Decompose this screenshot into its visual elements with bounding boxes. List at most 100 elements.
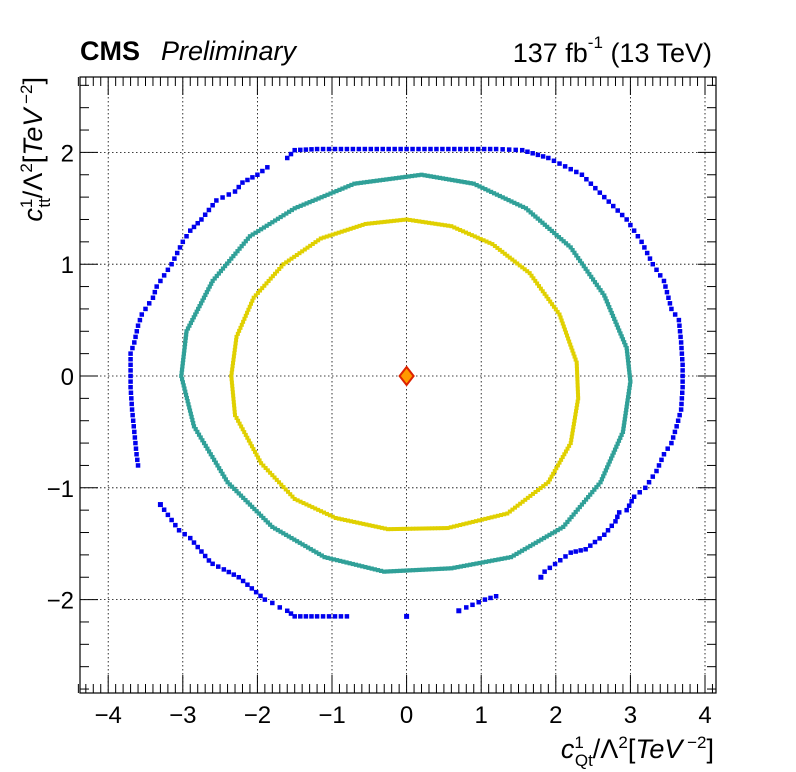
contour-point [281,262,286,267]
contour-point [575,376,580,381]
y-tick-label: 2 [61,140,74,167]
contour-point [222,474,227,479]
contour-point [558,557,563,563]
contour-point [286,534,291,539]
contour-point [373,220,378,225]
contour-point [540,154,546,159]
contour-point [357,223,362,228]
contour-point [201,440,207,446]
contour-point [583,266,588,271]
contour-point [292,206,297,211]
contour-point [547,532,552,537]
contour-point [247,502,253,507]
contour-point [464,563,470,568]
contour-point [409,173,415,179]
contour-point [172,256,177,261]
contour-point [278,214,283,220]
contour-point [230,364,235,369]
contour-point [609,310,614,316]
contour-point [245,500,250,505]
contour-point [552,561,558,567]
contour-point [608,308,613,313]
contour-point [559,318,564,323]
contour-point [185,326,191,331]
contour-point [354,224,359,229]
contour-point [466,231,471,236]
contour-point [531,276,536,281]
contour-point [352,181,357,186]
contour-point [194,309,199,314]
contour-point [236,418,241,423]
contour-point [426,567,432,572]
contour-point [549,474,554,479]
contour-point [579,172,585,178]
contour-point [132,435,138,440]
contour-point [420,567,425,572]
contour-point [557,460,562,465]
contour-point [307,200,312,205]
contour-point [298,203,303,208]
contour-point [255,172,260,178]
contour-point [206,207,212,213]
contour-point [627,373,632,378]
contour-point [184,332,189,337]
contour-point [561,324,566,329]
contour-point [334,188,339,194]
contour-point [179,367,185,372]
contour-point [530,491,535,496]
y-tick-label: −2 [47,588,74,615]
contour-point [533,214,538,219]
contour-point [552,469,557,474]
contour-series-2 [179,172,633,574]
contour-point [505,555,510,560]
contour-point [420,526,425,531]
contour-point [259,513,264,518]
contour-point [523,206,529,211]
contour-point [338,558,343,564]
contour-point [464,605,469,610]
contour-point [677,323,682,328]
contour-point [283,532,289,537]
contour-point [232,406,237,411]
contour-point [210,561,215,567]
contour-point [272,475,277,480]
contour-point [482,597,488,602]
contour-point [191,315,196,320]
contour-point [511,553,516,558]
contour-point [550,531,555,536]
contour-point [352,519,357,524]
contour-point [305,545,311,550]
contour-point [602,194,607,200]
contour-series-1 [229,217,581,532]
contour-point [414,526,419,531]
contour-point [605,302,611,307]
contour-point [626,367,632,372]
contour-point [404,217,409,222]
contour-point [533,540,538,545]
contour-point [600,290,605,295]
contour-point [542,291,547,296]
contour-point [576,396,581,401]
contour-point [330,514,335,519]
contour-point [617,328,622,333]
contour-point [665,446,670,451]
contour-point [366,565,371,570]
contour-point [333,231,338,236]
contour-point [423,567,428,572]
contour-point [626,392,631,397]
contour-point [229,484,235,489]
contour-point [128,384,133,390]
contour-point [468,562,473,567]
contour-point [679,390,685,396]
contour-point [229,374,234,378]
contour-point [557,161,562,166]
contour-point [348,226,353,231]
contour-point [574,367,579,372]
contour-point [132,429,137,435]
contour-point [528,493,533,498]
contour-point [398,218,403,223]
contour-point [535,281,540,286]
contour-point [518,501,523,506]
contour-point [572,415,577,420]
contour-point [281,485,286,490]
